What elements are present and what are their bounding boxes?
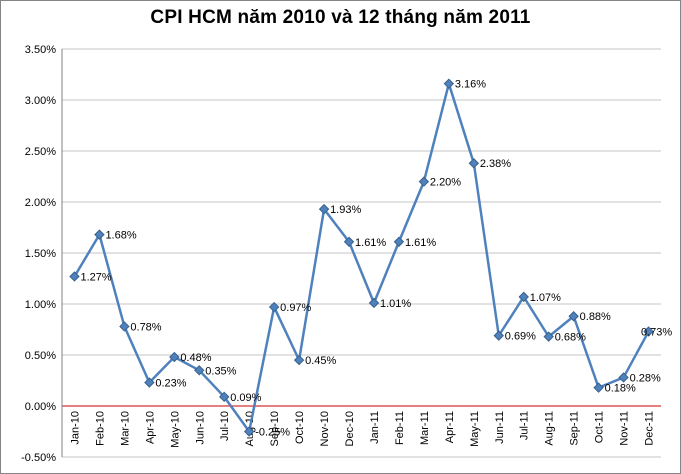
data-point-label: 0.28% [630, 372, 661, 384]
data-point-label: 1.68% [105, 230, 136, 242]
data-point-marker [293, 354, 305, 366]
data-point-marker [219, 391, 230, 403]
data-point-label: 1.61% [405, 237, 436, 249]
x-axis-tick-label: Jan-10 [69, 411, 81, 445]
data-point-marker [393, 236, 405, 247]
x-axis-tick-label: Nov-10 [319, 411, 331, 446]
data-point-marker [518, 291, 529, 303]
data-point-marker [144, 377, 155, 388]
data-point-marker [343, 236, 355, 247]
data-point-marker [169, 351, 180, 363]
x-axis-tick-label: Aug-11 [544, 411, 556, 446]
cpi-series-line [73, 82, 650, 433]
y-axis-tick-label: 2.00% [25, 197, 56, 209]
x-axis-tick-label: Sep-11 [569, 411, 581, 446]
x-axis-tick-label: Oct-11 [594, 411, 606, 443]
chart-title: CPI HCM năm 2010 và 12 tháng năm 2011 [150, 7, 531, 28]
data-point-marker [493, 330, 504, 341]
x-axis-tick-label: Dec-10 [344, 411, 356, 446]
data-point-label: 0.69% [505, 331, 536, 343]
data-point-label: 3.16% [455, 79, 486, 91]
x-axis-tick-label: Jun-10 [194, 411, 206, 445]
data-point-label: 2.20% [430, 177, 461, 189]
x-axis-tick-label: Mar-11 [419, 411, 431, 445]
data-point-label: 0.78% [130, 321, 161, 333]
data-point-marker [94, 229, 105, 240]
data-point-marker [618, 372, 629, 383]
x-axis-tick-label: Nov-11 [619, 411, 631, 446]
y-axis-tick-label: 1.50% [25, 248, 56, 260]
data-point-marker [368, 297, 380, 309]
x-axis-tick-label: Apr-11 [444, 411, 456, 443]
data-point-label: 2.38% [480, 158, 511, 170]
x-axis-tick-label: Oct-10 [294, 411, 306, 444]
data-point-marker [643, 326, 654, 337]
x-axis-tick-label: Feb-11 [394, 411, 406, 445]
data-point-marker [568, 311, 579, 322]
data-point-marker [194, 365, 205, 376]
data-point-label: 0.09% [230, 392, 261, 404]
data-point-label: 0.73% [641, 327, 672, 339]
data-point-marker [268, 301, 280, 313]
y-axis-tick-label: 0.00% [25, 401, 56, 413]
x-axis-tick-label: Sep-10 [269, 411, 281, 446]
data-point-label: 0.23% [155, 378, 186, 390]
data-point-marker [418, 176, 430, 187]
data-point-label: 1.07% [530, 292, 561, 304]
data-point-marker [593, 382, 604, 393]
data-point-marker [443, 78, 455, 89]
x-axis-tick-label: May-10 [169, 411, 181, 448]
data-point-label: 1.01% [380, 298, 411, 310]
data-point-label: 0.97% [280, 302, 311, 314]
data-point-label: 1.27% [80, 271, 111, 283]
x-axis-tick-label: May-11 [469, 411, 481, 447]
y-axis-tick-label: 2.50% [25, 146, 56, 158]
data-point-label: -0.25% [255, 427, 290, 439]
x-axis-tick-label: Jul-10 [219, 411, 231, 441]
data-point-label: 0.88% [580, 311, 611, 323]
y-axis-tick-label: 3.50% [25, 44, 56, 56]
data-point-marker [543, 331, 554, 342]
data-point-label: 0.35% [205, 365, 236, 377]
data-point-marker [468, 158, 480, 169]
data-point-label: 1.93% [330, 204, 361, 216]
data-point-label: 0.45% [305, 355, 336, 367]
data-point-label: 0.18% [605, 383, 636, 395]
data-point-marker [69, 271, 80, 282]
y-axis-tick-label: -0.50% [21, 452, 56, 464]
x-axis-tick-label: Feb-10 [94, 411, 106, 446]
x-axis-tick-label: Dec-11 [644, 411, 656, 446]
y-axis-tick-label: 1.00% [25, 299, 56, 311]
x-axis-tick-label: Jun-11 [494, 411, 506, 444]
x-axis-tick-label: Mar-10 [119, 411, 131, 446]
data-point-label: 0.48% [180, 352, 211, 364]
y-axis-tick-label: 3.00% [25, 95, 56, 107]
data-point-label: 0.68% [555, 332, 586, 344]
data-point-marker [119, 321, 130, 332]
data-point-label: 1.61% [355, 237, 386, 249]
x-axis-tick-label: Jan-11 [369, 411, 381, 444]
x-axis-tick-label: Apr-10 [144, 411, 156, 444]
y-axis-tick-label: 0.50% [25, 350, 56, 362]
x-axis-tick-label: Jul-11 [519, 411, 531, 440]
data-point-marker [243, 426, 255, 437]
data-point-marker [318, 203, 330, 215]
